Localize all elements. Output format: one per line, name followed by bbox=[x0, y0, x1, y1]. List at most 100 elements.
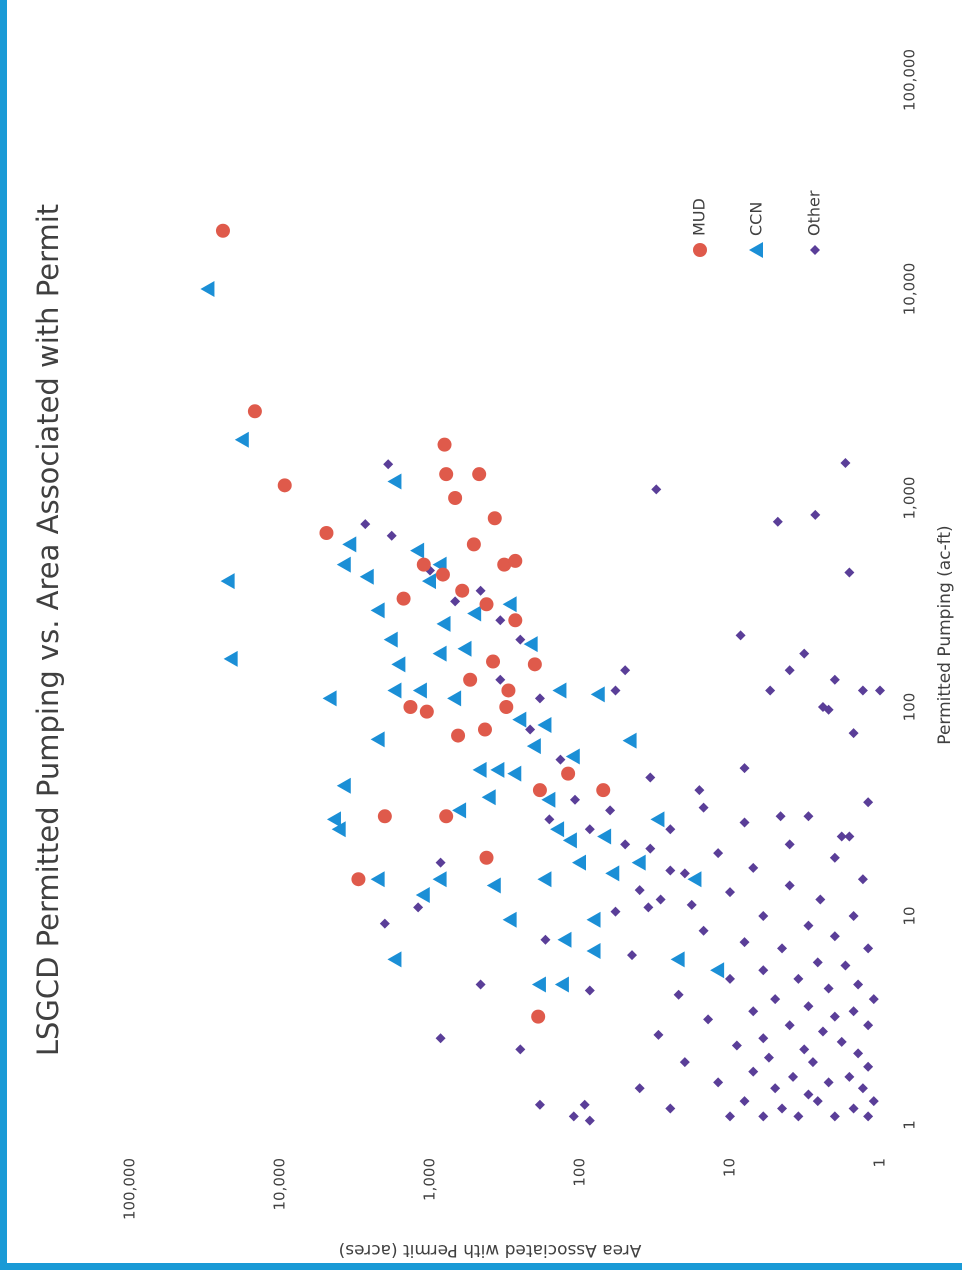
marker-triangle bbox=[342, 536, 357, 553]
y-tick-label: 10,000 bbox=[271, 1158, 289, 1211]
marker-diamond bbox=[739, 763, 750, 774]
marker-triangle bbox=[370, 602, 385, 619]
marker-triangle bbox=[523, 636, 538, 653]
marker-diamond bbox=[748, 862, 759, 873]
marker-triangle bbox=[415, 887, 430, 904]
x-tick-label: 1 bbox=[901, 1120, 919, 1130]
marker-diamond bbox=[698, 925, 709, 936]
marker-triangle bbox=[359, 568, 374, 585]
marker-diamond bbox=[495, 615, 506, 626]
marker-triangle bbox=[370, 731, 385, 748]
marker-circle bbox=[215, 223, 230, 238]
marker-circle bbox=[277, 478, 292, 493]
marker-triangle bbox=[457, 640, 472, 657]
marker-diamond bbox=[803, 1001, 814, 1012]
marker-diamond bbox=[844, 567, 855, 578]
marker-diamond bbox=[584, 985, 595, 996]
marker-diamond bbox=[665, 824, 676, 835]
marker-diamond bbox=[770, 1083, 781, 1094]
marker-diamond bbox=[829, 931, 840, 942]
y-tick-label: 1 bbox=[871, 1158, 889, 1168]
marker-triangle bbox=[541, 791, 556, 808]
marker-diamond bbox=[653, 1029, 664, 1040]
x-axis-title: Permitted Pumping (ac-ft) bbox=[935, 525, 955, 744]
y-tick-label: 1,000 bbox=[421, 1158, 439, 1201]
marker-circle bbox=[508, 553, 523, 568]
marker-diamond bbox=[799, 1044, 810, 1055]
marker-diamond bbox=[386, 530, 397, 541]
marker-diamond bbox=[829, 852, 840, 863]
marker-diamond bbox=[812, 957, 823, 968]
x-tick-label: 100,000 bbox=[901, 49, 919, 111]
marker-diamond bbox=[620, 665, 631, 676]
marker-diamond bbox=[645, 772, 656, 783]
marker-triangle bbox=[631, 854, 646, 871]
marker-triangle bbox=[234, 431, 249, 448]
marker-diamond bbox=[829, 674, 840, 685]
marker-diamond bbox=[807, 1057, 818, 1068]
marker-circle bbox=[508, 613, 523, 628]
marker-diamond bbox=[844, 831, 855, 842]
marker-diamond bbox=[584, 1115, 595, 1126]
marker-diamond bbox=[748, 1066, 759, 1077]
legend-label: MUD bbox=[690, 198, 709, 236]
marker-diamond bbox=[379, 918, 390, 929]
marker-circle bbox=[448, 491, 463, 505]
marker-diamond bbox=[568, 1111, 579, 1122]
marker-triangle bbox=[422, 573, 436, 590]
marker-triangle bbox=[586, 911, 601, 928]
y-tick-label: 10 bbox=[721, 1158, 739, 1177]
marker-circle bbox=[487, 511, 502, 526]
marker-circle bbox=[377, 809, 392, 824]
marker-diamond bbox=[770, 994, 781, 1005]
marker-circle bbox=[531, 1009, 546, 1024]
marker-diamond bbox=[863, 1111, 874, 1122]
marker-diamond bbox=[627, 950, 638, 961]
marker-diamond bbox=[784, 1020, 795, 1031]
marker-circle bbox=[466, 537, 481, 552]
marker-circle bbox=[596, 783, 611, 798]
marker-circle bbox=[486, 654, 501, 669]
marker-diamond bbox=[758, 965, 769, 976]
marker-triangle bbox=[336, 556, 351, 573]
legend-label: CCN bbox=[747, 202, 766, 236]
marker-triangle bbox=[537, 871, 552, 888]
marker-diamond bbox=[863, 1061, 874, 1072]
marker-triangle bbox=[220, 573, 235, 590]
marker-circle bbox=[501, 683, 516, 698]
marker-diamond bbox=[525, 724, 536, 735]
marker-diamond bbox=[703, 1014, 714, 1025]
marker-triangle bbox=[412, 682, 427, 699]
marker-diamond bbox=[579, 1099, 590, 1110]
marker-diamond bbox=[435, 1033, 446, 1044]
marker-triangle bbox=[387, 682, 402, 699]
marker-triangle bbox=[512, 711, 527, 728]
marker-triangle bbox=[502, 911, 517, 928]
marker-triangle bbox=[531, 976, 546, 993]
marker-diamond bbox=[793, 1111, 804, 1122]
marker-diamond bbox=[853, 979, 864, 990]
marker-circle bbox=[437, 437, 452, 452]
marker-diamond bbox=[713, 1077, 724, 1088]
x-tick-label: 1,000 bbox=[901, 477, 919, 520]
marker-diamond bbox=[610, 906, 621, 917]
marker-diamond bbox=[679, 868, 690, 879]
marker-diamond bbox=[823, 983, 834, 994]
y-tick-label: 100 bbox=[571, 1158, 589, 1187]
marker-diamond bbox=[777, 1103, 788, 1114]
marker-diamond bbox=[829, 1011, 840, 1022]
marker-triangle bbox=[670, 951, 685, 968]
marker-diamond bbox=[620, 839, 631, 850]
rotated-chart: LSGCD Permitted Pumping vs. Area Associa… bbox=[31, 49, 955, 1260]
marker-diamond bbox=[810, 509, 821, 520]
marker-diamond bbox=[803, 811, 814, 822]
marker-triangle bbox=[331, 821, 346, 838]
marker-triangle bbox=[336, 777, 351, 794]
marker-diamond bbox=[788, 1071, 799, 1082]
marker-diamond bbox=[665, 865, 676, 876]
marker-circle bbox=[479, 850, 494, 865]
marker-circle bbox=[455, 583, 470, 598]
marker-diamond bbox=[605, 805, 616, 816]
